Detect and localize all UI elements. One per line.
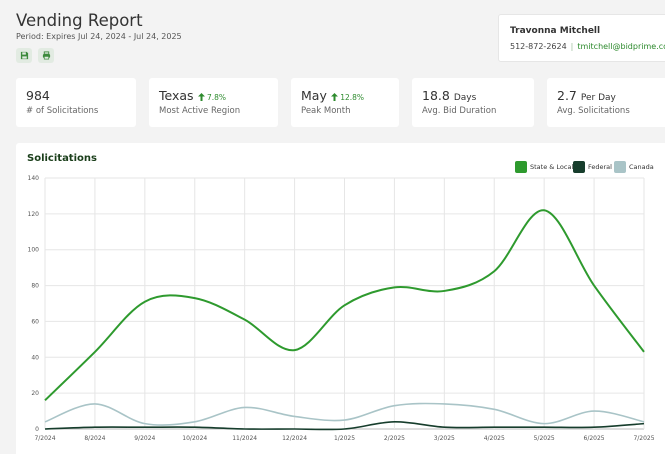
stat-card-peak-month: May 12.8% Peak Month bbox=[291, 78, 399, 127]
y-tick-label: 40 bbox=[31, 354, 39, 361]
contact-card: Travonna Mitchell 512-872-2624 | tmitchell… bbox=[498, 14, 665, 62]
stat-value: 984 bbox=[26, 88, 50, 103]
y-tick-label: 120 bbox=[28, 211, 40, 218]
stat-delta: 7.8% bbox=[197, 93, 226, 102]
legend-item-canada[interactable]: Canada bbox=[614, 161, 654, 173]
stat-card-bid-duration: 18.8 Days Avg. Bid Duration bbox=[412, 78, 534, 127]
stat-value-text: Texas bbox=[159, 88, 194, 103]
save-icon bbox=[20, 51, 28, 60]
legend-swatch bbox=[614, 161, 626, 173]
x-tick-label: 7/2025 bbox=[633, 435, 654, 442]
x-tick-label: 3/2025 bbox=[434, 435, 455, 442]
x-tick-label: 12/2024 bbox=[282, 435, 307, 442]
stat-unit: Days bbox=[453, 93, 477, 103]
x-tick-label: 10/2024 bbox=[182, 435, 207, 442]
stat-delta: 12.8% bbox=[330, 93, 365, 102]
contact-line: 512-872-2624|tmitchell@bidprime.com bbox=[510, 42, 665, 51]
report-period: Period: Expires Jul 24, 2024 - Jul 24, 2… bbox=[16, 32, 182, 41]
contact-email[interactable]: tmitchell@bidprime.com bbox=[577, 42, 665, 51]
print-button[interactable] bbox=[38, 48, 54, 63]
y-tick-label: 100 bbox=[28, 247, 40, 254]
stat-value-text: 984 bbox=[26, 88, 50, 103]
chart-panel: Solicitations State & Local Federal Cana… bbox=[16, 143, 665, 454]
stat-value-text: 2.7 bbox=[557, 88, 577, 103]
stat-label: Peak Month bbox=[301, 106, 351, 116]
x-tick-label: 11/2024 bbox=[232, 435, 257, 442]
stat-value: 18.8 Days bbox=[422, 88, 476, 103]
x-tick-label: 7/2024 bbox=[34, 435, 55, 442]
y-tick-label: 140 bbox=[28, 175, 40, 182]
stat-card-solicitations: 984 # of Solicitations bbox=[16, 78, 136, 127]
stat-unit: Per Day bbox=[580, 93, 616, 103]
contact-phone: 512-872-2624 bbox=[510, 42, 567, 51]
legend-label: State & Local bbox=[530, 163, 574, 171]
contact-separator: | bbox=[570, 42, 574, 51]
x-tick-label: 2/2025 bbox=[384, 435, 405, 442]
series-line-state-local bbox=[44, 209, 645, 402]
series-line-canada bbox=[44, 402, 645, 426]
legend-item-federal[interactable]: Federal bbox=[573, 161, 612, 173]
x-tick-label: 5/2025 bbox=[534, 435, 555, 442]
legend-item-state-local[interactable]: State & Local bbox=[515, 161, 573, 173]
x-tick-label: 4/2025 bbox=[484, 435, 505, 442]
stat-value: Texas 7.8% bbox=[159, 88, 226, 103]
stat-value-text: May bbox=[301, 88, 327, 103]
legend-label: Federal bbox=[588, 163, 612, 171]
stat-value-text: 18.8 bbox=[422, 88, 450, 103]
x-tick-label: 1/2025 bbox=[334, 435, 355, 442]
arrow-up-icon bbox=[197, 93, 205, 101]
x-tick-label: 9/2024 bbox=[134, 435, 155, 442]
arrow-up-icon bbox=[330, 93, 338, 101]
legend-swatch bbox=[573, 161, 585, 173]
page-title: Vending Report bbox=[16, 11, 143, 30]
stat-delta-text: 12.8% bbox=[340, 93, 365, 102]
stat-card-region: Texas 7.8% Most Active Region bbox=[149, 78, 278, 127]
legend-swatch bbox=[515, 161, 527, 173]
print-icon bbox=[42, 51, 50, 60]
y-tick-label: 80 bbox=[31, 283, 39, 290]
chart-title: Solicitations bbox=[27, 153, 97, 164]
x-tick-label: 8/2024 bbox=[84, 435, 105, 442]
stat-value: May 12.8% bbox=[301, 88, 364, 103]
stat-card-avg-solicitations: 2.7 Per Day Avg. Solicitations bbox=[547, 78, 665, 127]
stat-label: # of Solicitations bbox=[26, 106, 99, 116]
line-chart: 0 20 40 60 80 100 120 140 7/2024 8/2024 9/2024 10/2… bbox=[28, 175, 655, 442]
save-button[interactable] bbox=[16, 48, 32, 63]
stat-label: Avg. Bid Duration bbox=[422, 106, 497, 116]
stat-label: Most Active Region bbox=[159, 106, 241, 116]
stat-value: 2.7 Per Day bbox=[557, 88, 616, 103]
y-tick-label: 20 bbox=[31, 390, 39, 397]
x-tick-label: 6/2025 bbox=[584, 435, 605, 442]
y-tick-label: 0 bbox=[35, 426, 39, 433]
series-line-federal bbox=[44, 421, 645, 431]
stat-label: Avg. Solicitations bbox=[557, 106, 630, 116]
legend-label: Canada bbox=[629, 163, 654, 171]
y-tick-label: 60 bbox=[31, 318, 39, 325]
contact-name: Travonna Mitchell bbox=[510, 26, 601, 36]
stat-delta-text: 7.8% bbox=[206, 93, 226, 102]
